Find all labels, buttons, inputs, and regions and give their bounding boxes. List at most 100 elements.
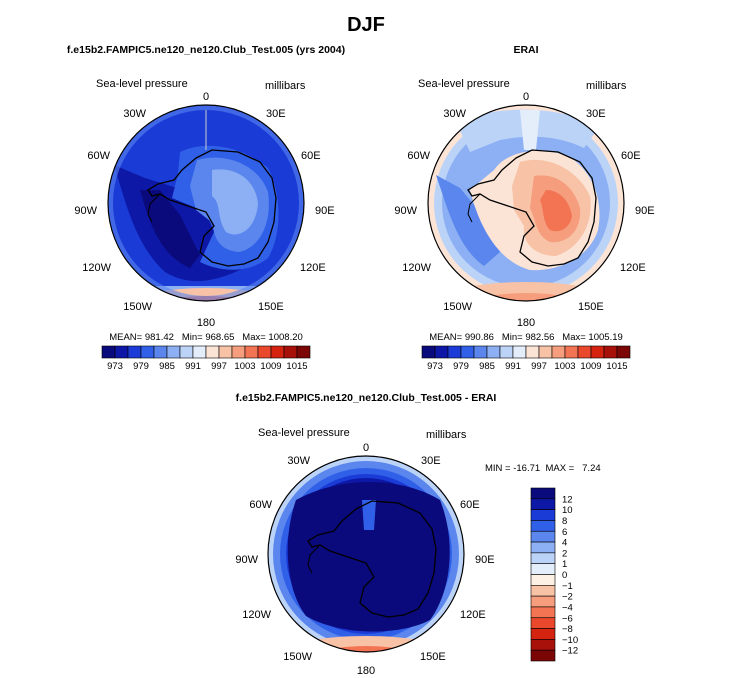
colorbar-tick-label: 10 (562, 505, 573, 516)
lon-label-60e: 60E (301, 150, 321, 162)
lon-label-30e: 30E (586, 108, 606, 120)
colorbar-tick-label: 985 (159, 361, 175, 372)
lon-label-30e: 30E (421, 455, 441, 467)
colorbar-tick-label: −8 (562, 624, 573, 635)
lon-label-150e: 150E (258, 301, 284, 313)
lon-label-60e: 60E (621, 150, 641, 162)
lon-label-150e: 150E (420, 651, 446, 663)
colorbar-tick-label: 0 (562, 570, 567, 581)
lon-label-0: 0 (363, 442, 369, 454)
colorbar-box (530, 498, 556, 510)
colorbar-box (530, 585, 556, 597)
colorbar-box (616, 345, 631, 359)
lon-label-180: 180 (517, 317, 535, 329)
lon-label-60w: 60W (87, 150, 110, 162)
variable-label: Sea-level pressure (258, 427, 350, 439)
lon-label-150e: 150E (578, 301, 604, 313)
lon-label-120e: 120E (460, 609, 486, 621)
colorbar-box (179, 345, 194, 359)
colorbar-tick-label: 6 (562, 527, 567, 538)
lon-label-30w: 30W (123, 108, 146, 120)
colorbar-box (434, 345, 449, 359)
lon-label-90e: 90E (475, 554, 495, 566)
colorbar-box (114, 345, 129, 359)
colorbar-box (231, 345, 246, 359)
lon-label-120w: 120W (82, 262, 111, 274)
colorbar-box (447, 345, 462, 359)
colorbar-tick-label: 997 (531, 361, 547, 372)
map-model (108, 105, 304, 301)
colorbar-tick-label: 1015 (606, 361, 627, 372)
lon-label-0: 0 (523, 91, 529, 103)
lon-label-60w: 60W (249, 499, 272, 511)
colorbar-box (530, 552, 556, 564)
lon-label-30w: 30W (287, 455, 310, 467)
colorbar-box (530, 574, 556, 586)
colorbar-box (296, 345, 311, 359)
colorbar-tick-label: 997 (211, 361, 227, 372)
colorbar-box (525, 345, 540, 359)
stats-text: MIN = -16.71 MAX = 7.24 (485, 463, 601, 474)
colorbar-tick-label: 8 (562, 516, 567, 527)
colorbar-box (530, 509, 556, 521)
colorbar-tick-label: −2 (562, 592, 573, 603)
colorbar-tick-label: −4 (562, 602, 573, 613)
colorbar-box (530, 649, 556, 662)
colorbar-box (577, 345, 592, 359)
lon-label-180: 180 (357, 665, 375, 677)
variable-label: Sea-level pressure (96, 78, 188, 90)
colorbar-box (603, 345, 618, 359)
colorbar-box (564, 345, 579, 359)
colorbar-tick-label: −10 (562, 635, 578, 646)
figure-title: DJF (347, 14, 385, 36)
colorbar-tick-label: 12 (562, 494, 573, 505)
lon-label-30w: 30W (443, 108, 466, 120)
colorbar-tick-label: 1009 (260, 361, 281, 372)
colorbar-box (530, 595, 556, 608)
colorbar-tick-label: 1009 (580, 361, 601, 372)
lon-label-150w: 150W (123, 301, 152, 313)
colorbar-box (460, 345, 475, 359)
colorbar-box (192, 345, 207, 359)
colorbar-box (283, 345, 298, 359)
lon-label-60w: 60W (407, 150, 430, 162)
colorbar-obs: 973 979 985 991 997 1003 1009 1015 (421, 345, 631, 372)
lon-label-90w: 90W (74, 205, 97, 217)
units-label: millibars (586, 80, 627, 92)
colorbar-box (205, 345, 220, 359)
colorbar-tick-label: 985 (479, 361, 495, 372)
colorbar-tick-label: 2 (562, 548, 567, 559)
lon-label-90e: 90E (635, 205, 655, 217)
colorbar-tick-label: 1 (562, 559, 567, 570)
map-diff (268, 456, 464, 652)
colorbar-box (473, 345, 488, 359)
lon-label-0: 0 (203, 91, 209, 103)
lon-label-90w: 90W (394, 205, 417, 217)
colorbar-box (218, 345, 233, 359)
colorbar-tick-label: −1 (562, 581, 573, 592)
colorbar-tick-label: −12 (562, 646, 578, 657)
colorbar-box (538, 345, 553, 359)
units-label: millibars (426, 429, 467, 441)
colorbar-box (127, 345, 142, 359)
units-label: millibars (265, 80, 306, 92)
lon-label-120w: 120W (402, 262, 431, 274)
colorbar-tick-label: 991 (185, 361, 201, 372)
lon-label-180: 180 (197, 317, 215, 329)
colorbar-tick-label: 1003 (554, 361, 575, 372)
panel-model: f.e15b2.FAMPIC5.ne120_ne120.Club_Test.00… (67, 44, 345, 372)
colorbar-box (530, 563, 556, 575)
panel-obs: ERAI Sea-level pressure millibars 0 30E … (394, 44, 654, 372)
colorbar-box (486, 345, 501, 359)
colorbar-box (270, 345, 285, 359)
panel-title: f.e15b2.FAMPIC5.ne120_ne120.Club_Test.00… (67, 44, 345, 56)
colorbar-box (101, 345, 116, 359)
lon-label-120e: 120E (620, 262, 646, 274)
variable-label: Sea-level pressure (418, 78, 510, 90)
colorbar-tick-label: 973 (427, 361, 443, 372)
lon-label-30e: 30E (266, 108, 286, 120)
panel-title: ERAI (513, 44, 538, 56)
colorbar-box (499, 345, 514, 359)
